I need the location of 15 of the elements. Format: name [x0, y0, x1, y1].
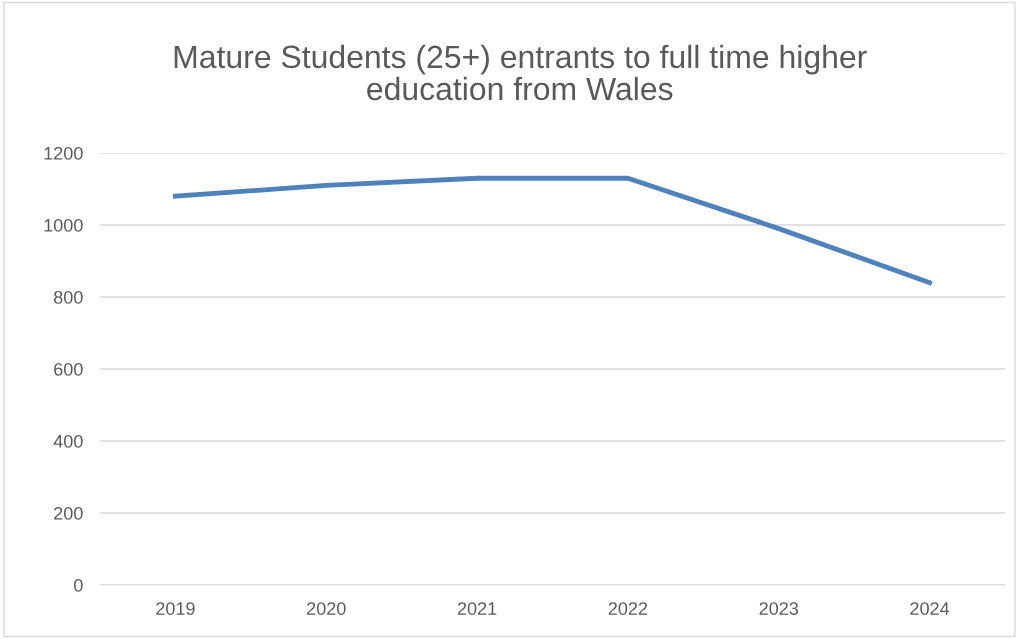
y-tick-label: 200	[54, 506, 83, 520]
x-tick-label: 2023	[759, 602, 799, 615]
y-tick-label: 600	[54, 362, 83, 376]
y-tick-label: 0	[74, 578, 83, 592]
y-tick-label: 400	[53, 434, 83, 448]
y-tick-label: 800	[54, 290, 83, 304]
y-tick-label: 1000	[44, 218, 83, 232]
x-tick-label: 2019	[156, 602, 195, 615]
line-series	[172, 175, 933, 286]
x-tick-label: 2021	[457, 602, 497, 615]
x-tick-label: 2020	[307, 602, 346, 615]
x-tick-label: 2022	[608, 602, 648, 615]
chart-title: Mature Students (25+) entrants to full time higher education from Wales	[174, 44, 867, 101]
y-tick-label: 1200	[44, 146, 83, 160]
x-tick-label: 2024	[910, 602, 950, 615]
